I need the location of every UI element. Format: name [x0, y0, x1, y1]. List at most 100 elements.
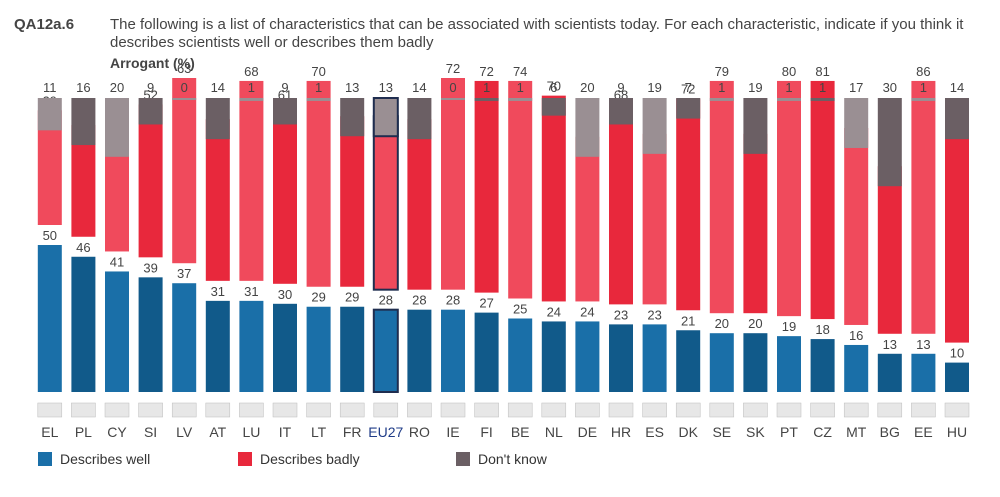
bar-dont-know-PL — [71, 98, 96, 146]
bar-describes-badly-PT — [777, 80, 801, 317]
value-label-dont-know-PL: 16 — [76, 80, 90, 95]
bar-describes-badly-CZ — [810, 80, 835, 320]
bar-describes-badly-EU27 — [372, 115, 399, 291]
legend-item-describes-well: Describes well — [38, 451, 150, 467]
bar-dont-know-AT — [205, 98, 230, 140]
bar-describes-badly-LT — [306, 80, 331, 287]
bar-describes-well-BG — [877, 353, 902, 392]
bar-dont-know-IE — [441, 98, 465, 100]
value-label-describes-well-PT: 19 — [782, 319, 796, 334]
flag-CZ — [810, 402, 835, 418]
legend-swatch-describes-well — [38, 452, 52, 466]
value-label-dont-know-EE: 1 — [920, 80, 927, 95]
country-label-CZ: CZ — [813, 424, 832, 440]
value-label-describes-well-HR: 23 — [614, 307, 628, 322]
value-label-describes-well-NL: 24 — [547, 304, 561, 319]
value-label-dont-know-IT: 9 — [281, 80, 288, 95]
bar-describes-badly-HU — [945, 119, 969, 343]
value-label-describes-badly-LV: 63 — [177, 61, 191, 76]
bar-describes-badly-HR — [609, 104, 633, 305]
value-label-describes-badly-LT: 70 — [311, 64, 325, 79]
value-label-describes-well-IE: 28 — [446, 293, 460, 308]
bar-describes-well-IT — [273, 303, 297, 392]
country-label-FR: FR — [343, 424, 362, 440]
bar-describes-well-MT — [844, 344, 869, 392]
bar-dont-know-EU27 — [372, 97, 399, 138]
value-label-describes-well-IT: 30 — [278, 287, 292, 302]
flag-LT — [306, 402, 331, 418]
bar-describes-well-HR — [609, 324, 633, 392]
country-label-LU: LU — [242, 424, 260, 440]
flag-CY — [104, 402, 130, 418]
country-label-SK: SK — [746, 424, 765, 440]
value-label-describes-badly-CZ: 81 — [815, 64, 829, 79]
bar-dont-know-CY — [105, 98, 129, 157]
bar-describes-well-RO — [407, 309, 432, 392]
value-label-describes-well-SK: 20 — [748, 316, 762, 331]
flag-EU27 — [373, 402, 399, 418]
value-label-dont-know-SK: 19 — [748, 80, 762, 95]
bar-describes-badly-IE — [441, 78, 465, 290]
value-label-describes-badly-LU: 68 — [244, 64, 258, 79]
value-label-describes-well-CY: 41 — [110, 254, 124, 269]
bar-describes-well-PT — [777, 336, 801, 392]
value-label-dont-know-FR: 13 — [345, 80, 359, 95]
bar-describes-badly-SI — [138, 104, 163, 258]
bar-describes-badly-DE — [575, 136, 600, 302]
flag-HU — [944, 402, 970, 418]
value-label-dont-know-BG: 30 — [883, 80, 897, 95]
bar-describes-well-CY — [105, 271, 129, 392]
value-label-describes-badly-SE: 79 — [715, 64, 729, 79]
value-label-dont-know-CZ: 1 — [819, 80, 826, 95]
bar-dont-know-LU — [239, 98, 264, 101]
bar-dont-know-MT — [844, 98, 869, 148]
value-label-describes-well-EE: 13 — [916, 337, 930, 352]
country-label-DK: DK — [678, 424, 698, 440]
bar-dont-know-LV — [172, 98, 197, 100]
value-label-describes-badly-FI: 72 — [479, 64, 493, 79]
bar-describes-badly-LV — [172, 78, 197, 264]
country-label-EU27: EU27 — [368, 424, 403, 440]
bar-describes-well-FR — [340, 306, 365, 392]
country-label-EE: EE — [914, 424, 933, 440]
flag-EL — [37, 402, 63, 418]
flag-HR — [608, 402, 634, 418]
flag-FI — [474, 402, 499, 418]
bar-dont-know-PT — [777, 98, 801, 101]
value-label-describes-badly-PT: 80 — [782, 64, 796, 79]
flag-DE — [575, 402, 600, 418]
country-label-LV: LV — [176, 424, 193, 440]
bar-describes-well-SK — [743, 333, 768, 392]
bar-dont-know-HR — [609, 98, 633, 125]
value-label-describes-badly-EE: 86 — [916, 64, 930, 79]
flag-PL — [71, 402, 96, 418]
value-label-dont-know-DK: 7 — [685, 80, 692, 95]
flag-SK — [743, 402, 768, 418]
bar-describes-well-HU — [945, 362, 969, 392]
value-label-dont-know-FI: 1 — [483, 80, 490, 95]
country-label-BG: BG — [880, 424, 900, 440]
value-label-describes-well-EL: 50 — [43, 228, 57, 243]
value-label-dont-know-HU: 14 — [950, 80, 964, 95]
flag-BG — [877, 402, 903, 418]
value-label-describes-well-SE: 20 — [715, 316, 729, 331]
bar-describes-well-EE — [911, 353, 936, 392]
bar-dont-know-SE — [709, 98, 734, 101]
flag-BE — [507, 402, 533, 418]
flag-LU — [239, 402, 264, 418]
legend-label-describes-well: Describes well — [60, 451, 151, 467]
value-label-dont-know-HR: 9 — [617, 80, 624, 95]
bar-describes-well-SI — [138, 277, 163, 392]
question-id: QA12a.6 — [14, 16, 75, 33]
value-label-describes-well-FI: 27 — [479, 296, 493, 311]
bar-describes-badly-NL — [541, 95, 566, 302]
value-label-describes-well-DE: 24 — [580, 304, 594, 319]
value-label-describes-well-CZ: 18 — [815, 322, 829, 337]
country-label-HU: HU — [947, 424, 967, 440]
value-label-describes-well-MT: 16 — [849, 328, 863, 343]
value-label-describes-well-PL: 46 — [76, 240, 90, 255]
value-label-dont-know-SI: 9 — [147, 80, 154, 95]
flag-DK — [675, 402, 701, 418]
flag-IE — [440, 402, 466, 418]
flag-SE — [709, 402, 735, 418]
